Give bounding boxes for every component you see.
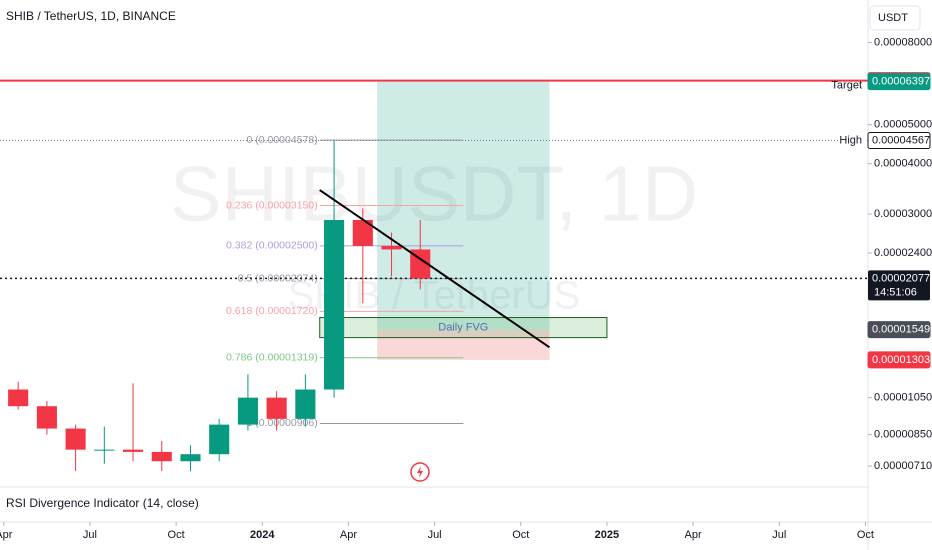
candle-body	[65, 428, 86, 450]
x-tick-label: Jul	[428, 529, 442, 541]
fib-label: 0.618 (0.00001720)	[226, 305, 318, 317]
price-tag	[867, 132, 931, 150]
fib-label: 0 (0.00004578)	[246, 134, 317, 146]
high-label-box	[840, 132, 866, 149]
x-tick-label: Jul	[772, 529, 786, 541]
last-price-label: 0.00002077	[872, 272, 930, 284]
y-tick-label: 0.00004000	[874, 158, 932, 170]
candle-body	[122, 449, 144, 452]
x-tick-label: Apr	[0, 529, 13, 541]
x-tick-label: Jul	[83, 529, 97, 541]
y-tick-label: 0.00000850	[874, 429, 932, 441]
candle-body	[352, 219, 373, 246]
currency[interactable]: USDT	[878, 12, 908, 24]
x-tick-label: Oct	[168, 529, 185, 541]
fvg-box	[319, 317, 608, 339]
chart-title: SHIB / TetherUS, 1D, BINANCE	[6, 9, 176, 23]
event-icon[interactable]	[410, 462, 430, 482]
high-label: High	[839, 134, 862, 146]
watermark: SHIBUSDT, 1D	[170, 150, 699, 238]
price-tag-label: 0.00001549	[872, 324, 930, 336]
candle-body	[209, 424, 230, 455]
candle-body	[180, 454, 201, 462]
event-icon-bolt[interactable]	[417, 466, 423, 478]
fib-label: 1 (0.00000906)	[246, 417, 317, 429]
x-tick-label: Oct	[857, 529, 874, 541]
candle-body	[266, 397, 287, 419]
y-tick-label: 0.00001050	[874, 392, 932, 404]
candle-body	[94, 449, 115, 451]
plot: 0 (0.00004578) 0.236 (0.00003150) 0.382 (0…	[0, 79, 868, 472]
price-tag	[867, 321, 931, 339]
y-tick-label: 0.00002400	[874, 247, 932, 259]
candle-body	[8, 389, 29, 407]
fib-label: 0.382 (0.00002500)	[226, 240, 318, 252]
y-tick-label: 0.00003000	[874, 208, 932, 220]
price-tag	[867, 351, 931, 369]
countdown: 14:51:06	[874, 286, 917, 298]
candle-body	[410, 249, 431, 279]
x-tick-label: 2025	[595, 529, 619, 541]
candle-body	[151, 451, 172, 462]
currency-box[interactable]	[869, 5, 921, 31]
indicator-label: RSI Divergence Indicator (14, close)	[6, 496, 199, 510]
candle-body	[237, 397, 258, 425]
candle-body	[36, 406, 57, 429]
position-loss	[377, 329, 550, 360]
fib-label: 0.236 (0.00003150)	[226, 199, 318, 211]
y-tick-label: 0.00008000	[874, 36, 932, 48]
candle-body	[295, 389, 316, 419]
target-label: Target	[831, 80, 862, 92]
fib-label: 0.786 (0.00001319)	[226, 352, 318, 364]
price-tag-label: 0.00006397	[872, 76, 930, 88]
candle-body	[324, 219, 345, 390]
candle-body	[381, 245, 402, 250]
x-tick-label: Apr	[685, 529, 702, 541]
x-tick-label: 2024	[250, 529, 275, 541]
fvg-label: Daily FVG	[438, 321, 488, 333]
y-tick-label: 0.00000710	[874, 460, 932, 472]
y-tick-label: 0.00005000	[874, 119, 932, 131]
price-tag-label: 0.00001303	[872, 354, 930, 366]
fib-label: 0.5 (0.00002074)	[238, 272, 318, 284]
price-tag-label: 0.00004567	[872, 134, 930, 146]
price-tag	[867, 73, 931, 91]
trendline	[319, 189, 551, 349]
x-tick-label: Oct	[512, 529, 529, 541]
last-price-tag	[868, 270, 930, 301]
x-tick-label: Apr	[340, 529, 357, 541]
